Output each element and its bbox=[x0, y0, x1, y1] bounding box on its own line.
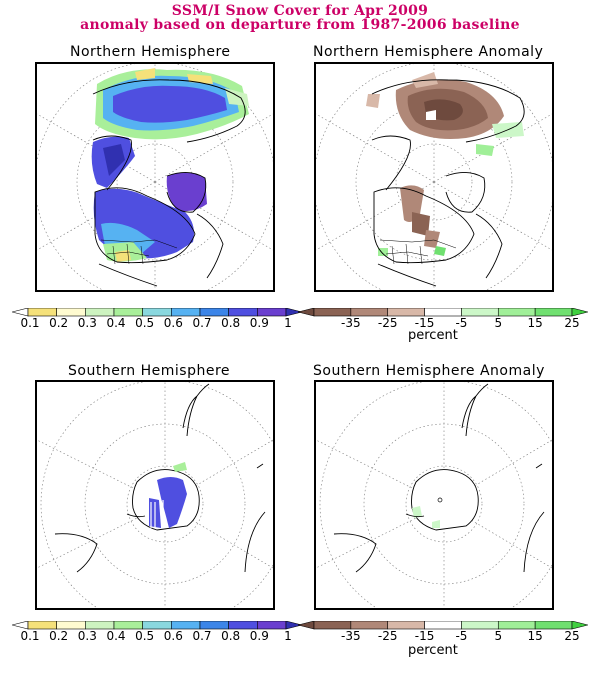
colorbar-segment bbox=[27, 308, 57, 317]
colorbar-end-low bbox=[12, 621, 29, 630]
colorbar-segment bbox=[56, 308, 86, 317]
colorbar-tick-label: 15 bbox=[527, 316, 543, 330]
colorbar-segment bbox=[142, 621, 172, 630]
colorbar-tick-label: 0.4 bbox=[106, 629, 126, 643]
main-title: SSM/I Snow Cover for Apr 2009 bbox=[171, 3, 429, 19]
colorbar-segment bbox=[171, 621, 201, 630]
anomaly-colorbar-bottom bbox=[298, 621, 588, 630]
colorbar-end-high bbox=[571, 308, 588, 317]
colorbar-tick-label: 15 bbox=[527, 629, 543, 643]
colorbar-end-low bbox=[298, 308, 315, 317]
colorbar-tick-label: 0.8 bbox=[221, 316, 241, 330]
colorbar-segment bbox=[171, 308, 201, 317]
colorbar-tick-label: -35 bbox=[341, 629, 361, 643]
colorbar-tick-label: 0.7 bbox=[192, 316, 212, 330]
colorbar-tick-label: 0.5 bbox=[135, 629, 155, 643]
nh-panel-title: Northern Hemisphere bbox=[70, 44, 231, 60]
colorbar-segment bbox=[461, 308, 499, 317]
sh-snow-anomaly-map bbox=[314, 380, 554, 610]
colorbar-segment bbox=[424, 308, 462, 317]
colorbar-tick-label: 25 bbox=[564, 316, 580, 330]
nh-snow-anomaly-map bbox=[314, 62, 554, 292]
colorbar-segment bbox=[113, 621, 143, 630]
colorbar-tick-label: 0.2 bbox=[49, 316, 69, 330]
colorbar-end-low bbox=[298, 621, 315, 630]
colorbar-segment bbox=[257, 621, 287, 630]
colorbar-segment bbox=[497, 621, 536, 630]
sh-anomaly-panel-title: Southern Hemisphere Anomaly bbox=[313, 363, 545, 379]
colorbar-tick-label: -35 bbox=[341, 316, 361, 330]
colorbar-segment bbox=[350, 308, 389, 317]
colorbar-tick-label: -25 bbox=[377, 629, 398, 643]
colorbar-tick-label: 0.2 bbox=[49, 629, 69, 643]
snow-cover-colorbar-top-labels: 0.1 0.2 0.3 0.4 0.5 0.6 0.7 0.8 0.9 1 bbox=[12, 316, 302, 330]
anomaly-colorbar-top-labels: -35-25-15-55152535 bbox=[298, 316, 588, 330]
colorbar-tick-label: 0.3 bbox=[77, 629, 97, 643]
colorbar-segment bbox=[113, 308, 143, 317]
colorbar-end-high bbox=[571, 621, 588, 630]
colorbar-segment bbox=[228, 621, 258, 630]
colorbar-segment bbox=[461, 621, 499, 630]
colorbar-segment bbox=[497, 308, 536, 317]
colorbar-segment bbox=[228, 308, 258, 317]
colorbar-tick-label: -5 bbox=[455, 316, 468, 330]
anomaly-unit-label-top: percent bbox=[408, 328, 458, 343]
nh-snow-cover-map bbox=[35, 62, 275, 292]
main-subtitle: anomaly based on departure from 1987-200… bbox=[80, 17, 520, 33]
colorbar-tick-label: 25 bbox=[564, 629, 580, 643]
colorbar-segment bbox=[199, 308, 229, 317]
colorbar-end-low bbox=[12, 308, 29, 317]
colorbar-segment bbox=[85, 308, 115, 317]
colorbar-tick-label: 0.6 bbox=[163, 316, 183, 330]
colorbar-segment bbox=[534, 621, 573, 630]
snow-cover-colorbar-bottom-labels: 0.1 0.2 0.3 0.4 0.5 0.6 0.7 0.8 0.9 1 bbox=[12, 629, 302, 643]
colorbar-tick-label: 0.3 bbox=[77, 316, 97, 330]
colorbar-tick-label: 5 bbox=[494, 629, 503, 643]
snow-cover-colorbar-bottom bbox=[12, 621, 302, 630]
colorbar-segment bbox=[350, 621, 389, 630]
colorbar-tick-label: 5 bbox=[494, 316, 503, 330]
snow-cover-colorbar-top bbox=[12, 308, 302, 317]
colorbar-segment bbox=[313, 621, 352, 630]
sh-snow-cover-map bbox=[35, 380, 275, 610]
colorbar-segment bbox=[534, 308, 573, 317]
colorbar-segment bbox=[199, 621, 229, 630]
colorbar-segment bbox=[56, 621, 86, 630]
colorbar-segment bbox=[27, 621, 57, 630]
colorbar-tick-label: 0.5 bbox=[135, 316, 155, 330]
colorbar-segment bbox=[257, 308, 287, 317]
colorbar-end-high bbox=[285, 621, 302, 630]
colorbar-tick-label: 0.8 bbox=[221, 629, 241, 643]
nh-anomaly-panel-title: Northern Hemisphere Anomaly bbox=[313, 44, 544, 60]
sh-panel-title: Southern Hemisphere bbox=[68, 363, 231, 379]
anomaly-unit-label-bottom: percent bbox=[408, 643, 458, 658]
colorbar-segment bbox=[142, 308, 172, 317]
colorbar-segment bbox=[387, 621, 425, 630]
colorbar-tick-label: 0.4 bbox=[106, 316, 126, 330]
colorbar-tick-label: 0.9 bbox=[249, 629, 269, 643]
colorbar-tick-label: 0.6 bbox=[163, 629, 183, 643]
colorbar-tick-label: -15 bbox=[414, 629, 435, 643]
colorbar-tick-label: 0.9 bbox=[249, 316, 269, 330]
colorbar-tick-label: 0.1 bbox=[20, 316, 40, 330]
colorbar-segment bbox=[313, 308, 352, 317]
colorbar-segment bbox=[424, 621, 462, 630]
colorbar-tick-label: 1 bbox=[284, 629, 292, 643]
colorbar-tick-label: -15 bbox=[414, 316, 435, 330]
colorbar-segment bbox=[85, 621, 115, 630]
colorbar-end-high bbox=[285, 308, 302, 317]
colorbar-tick-label: 1 bbox=[284, 316, 292, 330]
colorbar-segment bbox=[387, 308, 425, 317]
anomaly-colorbar-top bbox=[298, 308, 588, 317]
colorbar-tick-label: 0.1 bbox=[20, 629, 40, 643]
colorbar-tick-label: -5 bbox=[455, 629, 468, 643]
anomaly-colorbar-bottom-labels: -35-25-15-55152535 bbox=[298, 629, 588, 643]
colorbar-tick-label: 0.7 bbox=[192, 629, 212, 643]
colorbar-tick-label: -25 bbox=[377, 316, 398, 330]
